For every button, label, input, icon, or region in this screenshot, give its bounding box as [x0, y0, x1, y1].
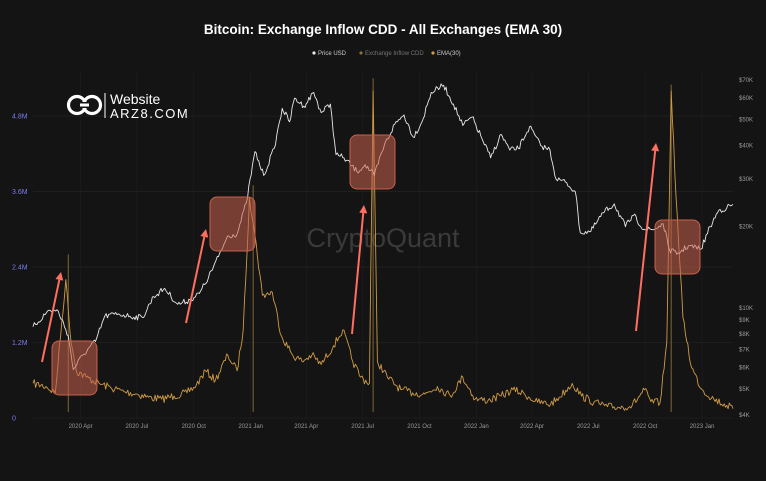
right-tick-label: $70K: [739, 78, 753, 84]
x-tick-label: 2023 Jan: [690, 424, 715, 430]
arrow-head: [200, 229, 209, 238]
right-tick-label: $5K: [739, 387, 750, 393]
logo-line2: ARZ8.COM: [110, 106, 189, 121]
left-tick-label: 0: [12, 416, 16, 423]
right-tick-label: $30K: [739, 177, 753, 183]
left-tick-label: 4.8M: [12, 114, 28, 121]
highlight-box: [209, 196, 256, 252]
x-tick-label: 2020 Jul: [126, 424, 149, 430]
right-tick-label: $6K: [739, 366, 750, 372]
link-logo-icon: [66, 94, 103, 116]
left-tick-label: 2.4M: [12, 265, 28, 272]
legend-price-label: Price USD: [318, 51, 347, 57]
right-tick-label: $7K: [739, 348, 750, 354]
left-axis: 0 1.2M 2.4M 3.6M 4.8M: [12, 114, 28, 423]
x-tick-label: 2020 Apr: [69, 424, 93, 430]
highlight-box: [349, 134, 396, 190]
website-logo: Website ARZ8.COM: [66, 91, 189, 121]
legend: Price USD Exchange Inflow CDD EMA(30): [312, 51, 461, 57]
chart-title: Bitcoin: Exchange Inflow CDD - All Excha…: [204, 22, 562, 37]
arrow-head: [359, 205, 368, 214]
x-tick-label: 2022 Apr: [520, 424, 544, 430]
x-tick-label: 2021 Jan: [238, 424, 263, 430]
x-tick-label: 2020 Oct: [182, 424, 207, 430]
right-tick-label: $60K: [739, 96, 753, 102]
arrow-shaft: [41, 279, 61, 363]
right-axis: $4K $5K $6K $7K $8K $9K $10K $20K $30K $40K $50K $6…: [739, 78, 753, 419]
trend-arrows: [41, 143, 660, 363]
highlight-box: [654, 219, 701, 275]
x-tick-label: 2022 Oct: [633, 424, 658, 430]
x-tick-label: 2021 Jul: [351, 424, 374, 430]
legend-inflow-label: Exchange Inflow CDD: [365, 51, 424, 57]
legend-ema-label: EMA(30): [437, 51, 461, 57]
arrow-shaft: [635, 150, 657, 332]
x-tick-label: 2022 Jul: [577, 424, 600, 430]
highlight-box: [51, 340, 98, 396]
ema30-line: [32, 90, 734, 411]
right-tick-label: $10K: [739, 306, 753, 312]
right-tick-label: $9K: [739, 318, 750, 324]
x-tick-label: 2022 Jan: [464, 424, 489, 430]
arrow-shaft: [185, 236, 206, 324]
x-tick-label: 2021 Oct: [407, 424, 432, 430]
legend-price-dot: [312, 51, 316, 55]
right-tick-label: $4K: [739, 413, 750, 419]
arrow-head: [55, 272, 64, 281]
left-tick-label: 1.2M: [12, 340, 28, 347]
x-tick-label: 2021 Apr: [294, 424, 318, 430]
left-tick-label: 3.6M: [12, 189, 28, 196]
highlight-boxes: [51, 134, 701, 396]
watermark: CryptoQuant: [306, 223, 460, 253]
x-axis: 2020 Apr 2020 Jul 2020 Oct 2021 Jan 2021 Apr…: [69, 424, 715, 430]
arrow-shaft: [351, 212, 365, 335]
legend-inflow-dot: [359, 51, 363, 55]
right-tick-label: $20K: [739, 225, 753, 231]
right-tick-label: $50K: [739, 117, 753, 123]
right-tick-label: $8K: [739, 332, 750, 338]
logo-line1: Website: [110, 91, 161, 107]
arrow-head: [651, 143, 660, 152]
legend-ema-dot: [431, 51, 435, 55]
right-tick-label: $40K: [739, 144, 753, 150]
grid-lines: [33, 72, 733, 419]
